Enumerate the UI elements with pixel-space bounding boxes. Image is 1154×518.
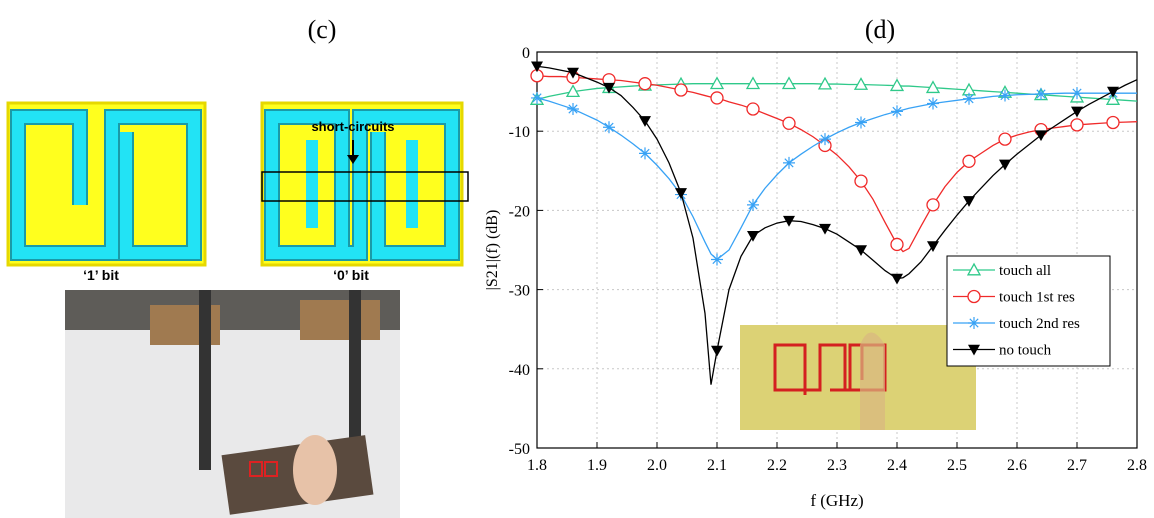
- marker: [531, 61, 543, 73]
- marker: [819, 223, 831, 235]
- marker: [927, 241, 939, 253]
- marker: [998, 132, 1012, 146]
- marker: [889, 78, 905, 92]
- marker: [567, 103, 579, 116]
- inset: [740, 325, 976, 430]
- x-tick-label: 2.5: [947, 457, 967, 474]
- y-tick-label: -30: [509, 283, 530, 300]
- marker: [963, 196, 975, 207]
- marker: [968, 344, 980, 356]
- x-tick-label: 2.7: [1067, 457, 1087, 474]
- marker: [854, 174, 868, 188]
- marker: [891, 273, 903, 285]
- marker: [711, 253, 723, 266]
- marker: [1106, 115, 1120, 130]
- marker: [963, 92, 975, 105]
- marker: [1071, 106, 1083, 118]
- marker: [567, 67, 579, 79]
- x-tick-label: 2.0: [647, 457, 667, 474]
- y-tick-label: -40: [509, 362, 530, 379]
- marker: [783, 215, 795, 227]
- legend: touch all touch 1st res touch 2nd res no to…: [946, 255, 1111, 367]
- chart-title: (d): [865, 15, 895, 44]
- x-tick-label: 1.8: [527, 457, 547, 474]
- x-tick-label: 2.2: [767, 457, 787, 474]
- axes-frame: [536, 51, 1138, 449]
- marker: [603, 82, 615, 94]
- plot-area: -50 -40 -30 -20 -10 0 1.8 1.9 2.0 2.1 2.2 2.3 2.4 2.5…: [484, 45, 1147, 510]
- marker: [747, 198, 759, 211]
- marker: [710, 91, 724, 105]
- marker: [638, 77, 652, 91]
- marker: [783, 156, 795, 169]
- marker: [1070, 118, 1084, 132]
- marker: [639, 147, 651, 160]
- marker: [675, 188, 687, 199]
- y-tick-label: 0: [522, 45, 530, 62]
- marker: [925, 80, 941, 94]
- y-axis-label: |S21|(f) (dB): [484, 210, 501, 291]
- y-tick-label: -20: [509, 203, 530, 220]
- marker: [967, 289, 981, 304]
- marker: [565, 84, 581, 98]
- marker: [855, 245, 867, 256]
- resonator-zero: [260, 101, 469, 267]
- x-tick-label: 2.4: [887, 457, 907, 474]
- legend-label: touch 2nd res: [999, 316, 1080, 332]
- y-tick-label: -10: [509, 124, 530, 141]
- marker: [927, 97, 939, 110]
- marker: [711, 345, 723, 357]
- marker: [999, 89, 1011, 102]
- y-tick-label: -50: [509, 441, 530, 458]
- x-axis-label: f (GHz): [810, 491, 863, 510]
- marker: [926, 198, 940, 212]
- marker: [709, 76, 725, 90]
- bit-label: ‘0’ bit: [333, 267, 369, 283]
- x-tick-label: 2.3: [827, 457, 847, 474]
- photo: [65, 290, 400, 518]
- x-tick-label: 2.6: [1007, 457, 1027, 474]
- marker: [639, 116, 651, 127]
- marker: [891, 105, 903, 118]
- marker: [999, 159, 1011, 171]
- x-tick-label: 1.9: [587, 457, 607, 474]
- marker: [746, 102, 760, 116]
- marker: [603, 121, 615, 134]
- bit-label: ‘1’ bit: [83, 267, 119, 283]
- marker: [966, 262, 982, 276]
- marker: [531, 91, 543, 104]
- marker: [855, 116, 867, 129]
- marker: [1107, 86, 1119, 98]
- marker: [782, 116, 796, 130]
- resonator-one: [6, 101, 207, 267]
- legend-label: no touch: [999, 343, 1052, 359]
- marker: [781, 76, 797, 90]
- marker: [819, 133, 831, 146]
- legend-label: touch 1st res: [999, 290, 1075, 306]
- marker: [968, 317, 980, 329]
- annotation: short-circuits: [311, 119, 394, 134]
- panel-label: (c): [308, 15, 337, 44]
- x-tick-label: 2.1: [707, 457, 727, 474]
- marker: [853, 77, 869, 90]
- marker: [890, 237, 904, 252]
- marker: [1035, 87, 1047, 100]
- marker: [1035, 130, 1047, 142]
- marker: [1071, 87, 1083, 100]
- x-tick-label: 2.8: [1127, 457, 1147, 474]
- marker: [674, 83, 688, 97]
- marker: [962, 154, 976, 168]
- marker: [817, 76, 833, 90]
- marker: [745, 76, 761, 90]
- legend-label: touch all: [999, 263, 1051, 279]
- marker: [747, 230, 759, 242]
